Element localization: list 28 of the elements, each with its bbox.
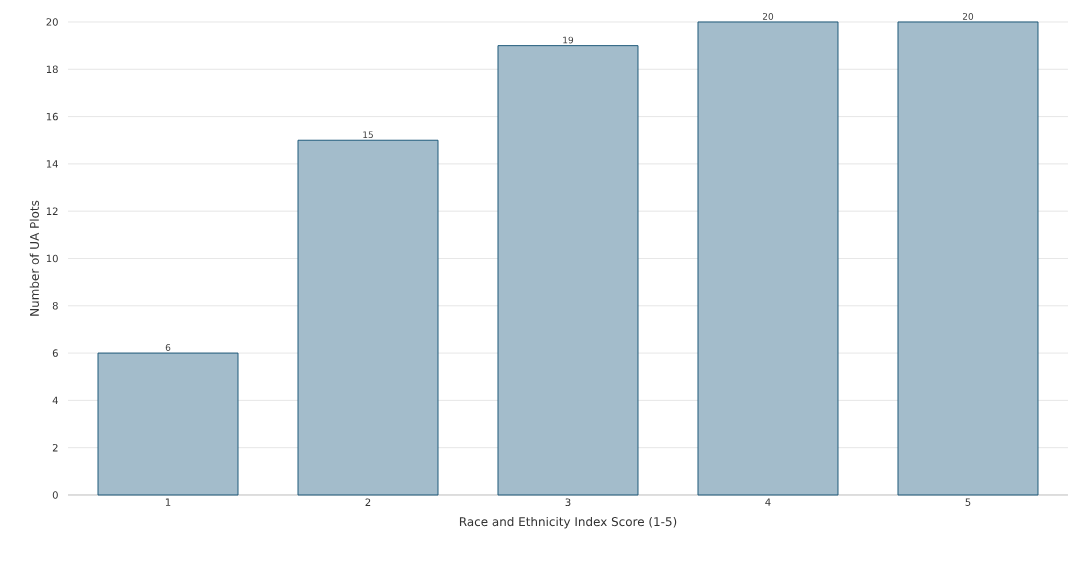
y-tick-label: 12 xyxy=(46,207,58,215)
x-tick-label: 4 xyxy=(765,498,771,506)
bar xyxy=(297,139,439,496)
data-label: 15 xyxy=(363,131,373,139)
bar xyxy=(697,21,839,496)
y-axis-title: Number of UA Plots xyxy=(29,200,39,316)
y-tick-label: 8 xyxy=(52,302,58,310)
x-axis-title: Race and Ethnicity Index Score (1-5) xyxy=(459,516,677,529)
y-tick-label: 2 xyxy=(52,443,58,452)
data-label: 20 xyxy=(762,13,774,20)
bar xyxy=(497,45,639,496)
y-tick-label: 18 xyxy=(46,65,58,74)
data-label: 20 xyxy=(962,13,974,20)
data-label: 19 xyxy=(563,36,574,44)
bar xyxy=(897,21,1039,496)
y-tick-label: 20 xyxy=(46,18,58,26)
data-label: 6 xyxy=(165,344,171,351)
y-tick-label: 16 xyxy=(46,112,58,121)
x-tick-label: 3 xyxy=(565,498,571,507)
bar xyxy=(97,352,239,496)
x-tick-label: 1 xyxy=(165,498,171,506)
x-tick-label: 5 xyxy=(965,498,971,506)
x-tick-label: 2 xyxy=(365,498,371,506)
y-tick-label: 6 xyxy=(52,349,58,357)
y-tick-label: 0 xyxy=(52,491,58,499)
y-tick-label: 14 xyxy=(46,160,58,168)
y-tick-label: 10 xyxy=(46,254,58,263)
y-tick-label: 4 xyxy=(52,396,58,405)
